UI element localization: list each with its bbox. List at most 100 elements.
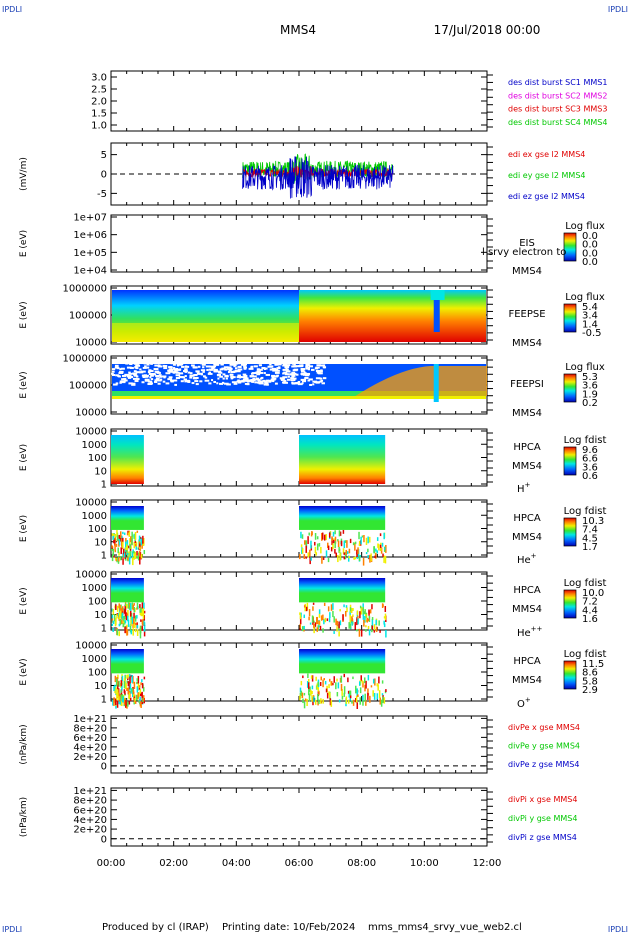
y-tick-label: 0 — [101, 834, 107, 845]
spectrogram-speckle — [137, 675, 140, 684]
spectrogram-speckle — [343, 540, 346, 549]
spectrogram-speckle — [349, 611, 351, 617]
spectrogram-speckle — [139, 692, 142, 697]
spectrogram-speckle — [308, 693, 311, 702]
spectrogram-gap — [220, 363, 224, 366]
spectrogram-speckle — [115, 617, 117, 626]
spectrogram-speckle — [115, 678, 118, 687]
spectrogram-speckle — [367, 688, 369, 693]
legend-entry: divPi y gse MMS4 — [508, 814, 577, 823]
y-tick-label: 10 — [94, 681, 107, 692]
spectrogram-speckle — [127, 557, 129, 561]
spectrogram-gap — [197, 365, 201, 368]
spectrogram-speckle — [120, 680, 123, 687]
spectrogram-speckle — [378, 620, 380, 626]
y-tick-label: 4e+20 — [73, 815, 107, 826]
spectrogram-speckle — [308, 609, 311, 617]
spectrogram-speckle — [121, 535, 123, 541]
spectrogram-speckle — [142, 695, 145, 702]
spectrogram-speckle — [123, 621, 126, 625]
spectrogram-speckle — [328, 618, 331, 623]
spectrogram-speckle — [306, 698, 308, 707]
spectrogram-speckle — [342, 548, 345, 554]
spectrogram-speckle — [363, 534, 365, 543]
panel-hpca_he: 10000 1000 100 10 1 E (eV) HPCA MMS4 He+ Log fdis… — [19, 498, 606, 567]
colorbar-tick-label: 7.4 — [582, 525, 598, 536]
spectrogram-gap — [237, 380, 243, 383]
spectrogram-speckle — [121, 682, 123, 686]
spectrogram-speckle — [124, 690, 126, 695]
panels-group: 3.02.52.01.51.0 des dist burst SC1 MMS1 de… — [19, 70, 607, 847]
spectrogram-gap — [150, 362, 153, 365]
spectrogram-gap — [172, 371, 177, 374]
spectrogram-speckle — [355, 695, 358, 703]
spectrogram-speckle — [128, 683, 131, 690]
spectrogram-speckle — [299, 623, 301, 629]
spectrogram-speckle — [327, 545, 330, 551]
spectrogram-speckle — [126, 604, 128, 609]
spectrogram-gap — [161, 375, 167, 378]
spectrogram-speckle — [318, 691, 320, 695]
spectrogram-speckle — [373, 624, 376, 632]
spectrogram-gap — [121, 381, 126, 384]
spectrogram-speckle — [361, 535, 364, 538]
spectrogram-speckle — [382, 696, 384, 704]
spectrogram-speckle — [316, 627, 319, 632]
spectrogram-speckle — [128, 553, 130, 558]
colorbar-title: Log fdist — [564, 649, 607, 660]
spectrogram-speckle — [120, 608, 123, 614]
spectrogram-speckle — [139, 609, 141, 613]
spectrogram-gap — [272, 369, 277, 372]
spectrogram-speckle — [350, 607, 353, 614]
spectrogram-gap — [216, 382, 219, 385]
spectrogram-speckle — [302, 698, 304, 704]
spectrogram-speckle — [382, 553, 384, 557]
spectrogram-speckle — [121, 612, 124, 621]
spectrogram-speckle — [113, 614, 116, 622]
spectrogram-gap — [159, 375, 163, 378]
spectrogram-speckle — [379, 630, 381, 633]
spectrogram-speckle — [309, 549, 311, 557]
spectrogram-gap — [233, 370, 237, 373]
spectrogram-speckle — [370, 553, 372, 562]
spectrogram-speckle — [113, 555, 115, 558]
spectrogram-speckle — [376, 537, 379, 541]
spectrogram-gap — [256, 368, 260, 371]
y-tick-label: 3.0 — [91, 73, 107, 84]
spectrogram-gap — [187, 380, 191, 383]
spectrogram-gap — [149, 382, 154, 385]
legend-entry: edi ey gse l2 MMS4 — [508, 171, 586, 180]
spectrogram-gap — [245, 379, 250, 382]
spectrogram-speckle — [115, 687, 117, 695]
spectrogram-speckle — [385, 630, 387, 638]
spectrogram-gap — [147, 371, 151, 374]
spectrogram-gap — [202, 370, 205, 373]
spectrogram-speckle — [332, 531, 335, 537]
spectrogram-speckle — [318, 609, 321, 615]
spectrogram-speckle — [340, 540, 343, 547]
spectrogram-speckle — [133, 681, 136, 690]
spectrogram-speckle — [307, 678, 310, 683]
spectrogram-gap — [263, 383, 269, 386]
spectrogram-speckle — [118, 631, 120, 637]
spectrogram-speckle — [343, 552, 345, 555]
spectrogram-gap — [299, 365, 303, 368]
spectrogram-speckle — [301, 626, 304, 632]
spectrogram-speckle — [126, 674, 128, 679]
spectrogram-gap — [111, 370, 115, 373]
spectrogram-speckle — [128, 692, 131, 700]
spectrogram-speckle — [136, 556, 138, 559]
spectrogram-speckle — [375, 619, 377, 626]
spectrogram-gap — [295, 365, 300, 368]
spectrogram-speckle — [331, 537, 333, 546]
spectrogram-speckle — [346, 540, 348, 548]
spectrogram-gap — [253, 365, 258, 368]
spectrogram-speckle — [322, 614, 324, 621]
spectrogram-block — [299, 290, 486, 342]
spectrogram-speckle — [359, 697, 361, 705]
spectrogram-gap — [318, 372, 322, 375]
spectrogram-speckle — [318, 620, 320, 625]
spectrogram-gap — [155, 377, 159, 380]
species-name: He — [517, 555, 531, 566]
spectrogram-speckle — [131, 531, 133, 538]
